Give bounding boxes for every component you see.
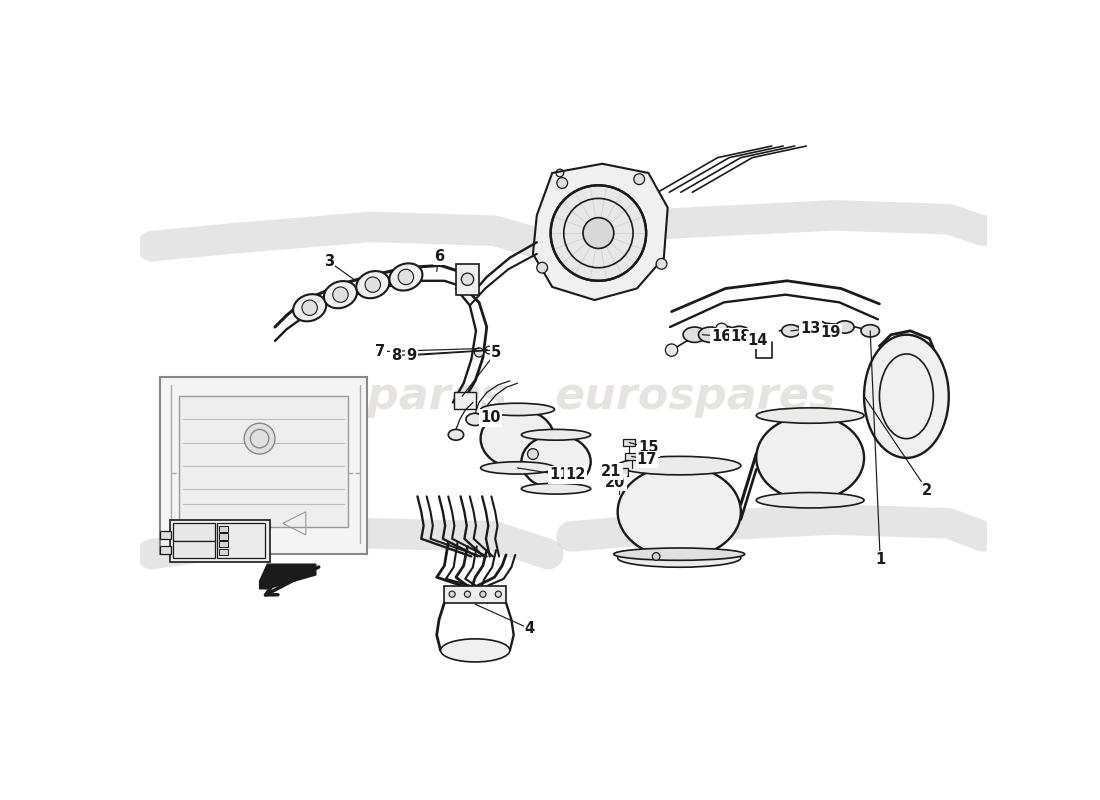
Circle shape: [461, 273, 474, 286]
Bar: [219, 526, 228, 532]
Text: 10: 10: [481, 410, 500, 426]
Ellipse shape: [614, 548, 745, 560]
Circle shape: [583, 218, 614, 249]
Ellipse shape: [440, 639, 509, 662]
Text: 3: 3: [323, 254, 334, 269]
Text: 21: 21: [602, 464, 621, 479]
Ellipse shape: [683, 327, 706, 342]
Bar: [444, 586, 506, 602]
Ellipse shape: [466, 414, 484, 426]
Text: 7: 7: [375, 344, 386, 359]
Text: 9: 9: [406, 348, 417, 363]
Text: 12: 12: [565, 467, 585, 482]
Text: 19: 19: [820, 325, 840, 340]
Circle shape: [652, 553, 660, 560]
Bar: [454, 393, 476, 410]
Text: 17: 17: [637, 452, 657, 467]
Bar: [173, 522, 214, 541]
Polygon shape: [534, 164, 668, 300]
Text: 13: 13: [800, 321, 821, 336]
Text: 18: 18: [730, 329, 751, 344]
Ellipse shape: [715, 326, 736, 340]
Bar: [219, 541, 228, 547]
Circle shape: [537, 262, 548, 273]
Ellipse shape: [782, 325, 800, 337]
Circle shape: [634, 174, 645, 185]
Bar: [169, 519, 270, 562]
Ellipse shape: [481, 410, 554, 468]
Ellipse shape: [757, 415, 865, 500]
Bar: [623, 438, 636, 446]
Circle shape: [557, 178, 568, 189]
Text: 15: 15: [638, 440, 659, 455]
Text: 1: 1: [876, 552, 886, 567]
Circle shape: [464, 591, 471, 598]
Bar: [219, 534, 228, 539]
Ellipse shape: [618, 456, 741, 475]
Ellipse shape: [618, 549, 741, 567]
Ellipse shape: [481, 462, 554, 474]
Circle shape: [365, 277, 381, 292]
Text: 20: 20: [605, 475, 626, 490]
Text: 5: 5: [491, 345, 502, 360]
Bar: [160, 546, 172, 554]
Circle shape: [666, 344, 678, 356]
Bar: [173, 541, 214, 558]
Bar: [160, 531, 172, 538]
Ellipse shape: [836, 321, 854, 333]
Bar: [613, 478, 625, 486]
Circle shape: [474, 348, 484, 357]
Ellipse shape: [449, 430, 464, 440]
Text: 14: 14: [748, 333, 768, 347]
Text: 16: 16: [712, 329, 732, 344]
Circle shape: [528, 449, 538, 459]
Circle shape: [551, 186, 646, 281]
Bar: [695, 330, 711, 340]
Bar: [219, 549, 228, 555]
Ellipse shape: [521, 483, 591, 494]
Text: 6: 6: [433, 249, 444, 264]
Circle shape: [495, 591, 502, 598]
Ellipse shape: [865, 334, 948, 458]
Bar: [615, 468, 628, 476]
Ellipse shape: [728, 326, 750, 340]
Ellipse shape: [389, 263, 422, 290]
Ellipse shape: [293, 294, 327, 322]
Ellipse shape: [757, 408, 865, 423]
Ellipse shape: [323, 281, 358, 308]
Ellipse shape: [481, 403, 554, 415]
Ellipse shape: [808, 321, 827, 333]
Circle shape: [333, 287, 349, 302]
Bar: [455, 264, 480, 294]
Text: 4: 4: [525, 622, 535, 636]
Ellipse shape: [356, 271, 389, 298]
Circle shape: [656, 258, 667, 270]
Circle shape: [301, 300, 317, 315]
Bar: [724, 329, 738, 338]
Ellipse shape: [698, 327, 722, 342]
Bar: [160, 377, 367, 554]
Text: eurospares: eurospares: [227, 374, 508, 418]
Polygon shape: [260, 564, 316, 589]
Text: 11: 11: [550, 467, 570, 482]
Bar: [218, 522, 265, 558]
Ellipse shape: [861, 325, 880, 337]
Text: 2: 2: [922, 482, 933, 498]
Ellipse shape: [618, 466, 741, 558]
Ellipse shape: [757, 493, 865, 508]
Bar: [625, 453, 638, 460]
Ellipse shape: [521, 435, 591, 489]
Ellipse shape: [521, 430, 591, 440]
Circle shape: [480, 591, 486, 598]
Bar: [178, 396, 348, 527]
Circle shape: [244, 423, 275, 454]
Circle shape: [449, 591, 455, 598]
Circle shape: [398, 270, 414, 285]
Text: 8: 8: [390, 348, 402, 363]
Text: eurospares: eurospares: [554, 374, 835, 418]
Circle shape: [715, 323, 728, 335]
